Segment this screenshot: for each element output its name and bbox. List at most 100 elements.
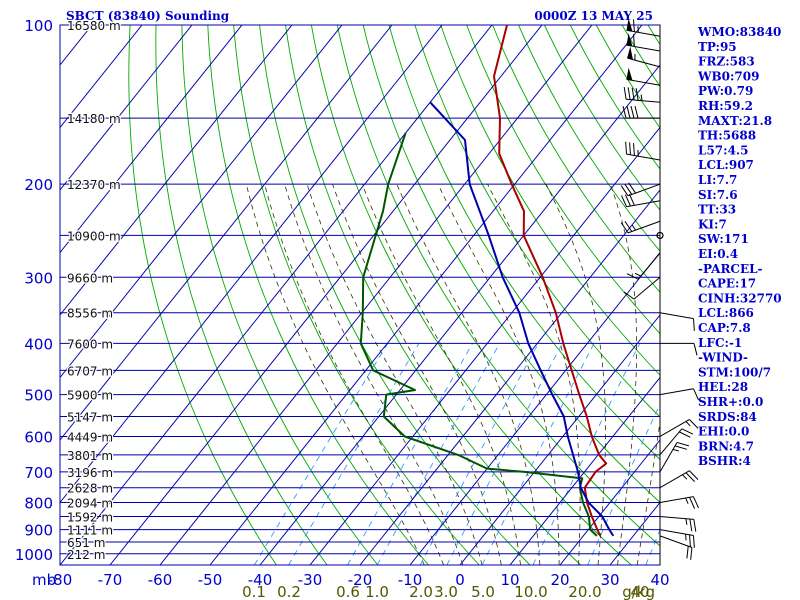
- wind-barb-staff: [627, 57, 661, 68]
- moist-adiabat-line: [636, 418, 660, 565]
- wind-barb-flag: [633, 19, 635, 32]
- temperature-tick-label: -10: [398, 571, 423, 589]
- index-line: WMO:83840: [697, 25, 781, 39]
- wind-barb-staff: [659, 428, 683, 456]
- wind-barb-half-flag: [685, 421, 691, 427]
- pressure-tick-label: 200: [24, 176, 53, 194]
- wind-barb-staff: [626, 153, 661, 161]
- height-label: 12370 m: [67, 178, 121, 192]
- temperature-tick-label: -30: [298, 571, 323, 589]
- temperature-tick-label: -20: [348, 571, 373, 589]
- height-label: 6707 m: [67, 364, 113, 378]
- height-label: 1592 m: [67, 510, 113, 524]
- moist-adiabat-line: [396, 184, 541, 565]
- index-line: EI:0.4: [698, 247, 738, 261]
- mixing-ratio-label: 5.0: [471, 583, 495, 600]
- indices-panel: WMO:83840TP:95FRZ:583WB0:709PW:0.79RH:59…: [697, 25, 782, 468]
- wind-barb-flag: [633, 34, 635, 47]
- mixing-ratio-label: 20.0: [568, 583, 601, 600]
- dry-adiabat-line: [362, 25, 660, 503]
- dry-adiabat-line: [233, 25, 480, 565]
- wind-barbs: [620, 18, 699, 565]
- mixing-ratio-label: 3.0: [434, 583, 458, 600]
- wind-barb-flag: [626, 105, 631, 119]
- temperature-tick-label: -60: [148, 571, 173, 589]
- isotherm-line: [0, 25, 42, 565]
- index-line: BRN:4.7: [698, 439, 754, 453]
- wind-barb-pennant: [627, 46, 633, 60]
- parcel-line: [429, 101, 615, 537]
- index-line: CAP:7.8: [698, 321, 751, 335]
- wind-barb-flag: [631, 87, 635, 101]
- wind-barb-half-flag: [685, 497, 689, 504]
- mixing-ratio-line: [347, 343, 473, 565]
- wind-barb-pennant: [626, 18, 633, 32]
- wind-barb-flag: [689, 419, 699, 429]
- chart-datetime: 0000Z 13 MAY 25: [534, 9, 653, 23]
- index-line: L57:4.5: [698, 143, 748, 157]
- wind-barb-staff: [626, 78, 661, 86]
- index-line: LI:7.7: [698, 173, 737, 187]
- dry-adiabat-line: [569, 25, 660, 170]
- index-line: MAXT:21.8: [698, 114, 772, 128]
- wind-barb-flag: [685, 472, 695, 482]
- wind-barb-flag: [622, 105, 627, 119]
- moist-adiabat-line: [264, 184, 444, 565]
- moist-adiabats: [245, 184, 660, 565]
- index-line: TT:33: [698, 203, 736, 217]
- temperature-tick-label: 0: [455, 571, 465, 589]
- moist-adiabat-line: [487, 184, 581, 565]
- dry-adiabat-line: [414, 25, 660, 418]
- isotherm-line: [209, 25, 643, 565]
- dry-adiabat-line: [388, 25, 660, 461]
- plot-frame: [59, 24, 661, 566]
- wind-barb-staff: [659, 388, 694, 396]
- index-line: SRDS:84: [698, 410, 757, 424]
- wind-barb-flag: [623, 87, 627, 100]
- index-line: CAPE:17: [698, 277, 756, 291]
- wind-barb-flag: [630, 105, 635, 119]
- wind-barb-staff: [659, 515, 694, 520]
- mixing-ratio-label: 0.2: [277, 583, 301, 600]
- height-label: 4449 m: [67, 430, 113, 444]
- pressure-tick-label: 400: [24, 335, 53, 353]
- wind-barb-staff: [627, 183, 661, 197]
- pressure-tick-label: 300: [24, 269, 53, 287]
- mixing-ratio-line: [376, 343, 500, 565]
- isotherm-line: [259, 64, 660, 565]
- wind-barb-staff: [633, 276, 661, 300]
- mixing-ratio-label: g/kg: [622, 583, 655, 600]
- dry-adiabat-line: [336, 25, 660, 547]
- wind-barb-flag: [693, 343, 698, 356]
- chart-title: SBCT (83840) Sounding: [66, 9, 230, 23]
- isotherm-line: [359, 189, 660, 565]
- mixing-ratio-line: [419, 343, 539, 565]
- wind-barb-staff: [659, 312, 694, 320]
- isotherm-line: [159, 25, 593, 565]
- isotherm-line: [559, 439, 660, 565]
- isotherm-line: [60, 25, 493, 565]
- isobars: [60, 24, 660, 555]
- index-line: SW:171: [698, 232, 749, 246]
- wind-barb-flag: [689, 534, 691, 548]
- height-label: 212 m: [67, 548, 105, 562]
- mixing-ratio-label: 0.6: [336, 583, 360, 600]
- height-label: 651 m: [67, 536, 105, 550]
- index-line: WB0:709: [697, 69, 759, 83]
- dry-adiabat-line: [128, 25, 277, 565]
- height-label: 5147 m: [67, 411, 113, 425]
- wind-barb-flag: [693, 519, 697, 532]
- mixing-ratio-line: [587, 402, 660, 565]
- wind-barb-flag: [628, 182, 636, 194]
- wind-barb-flag: [693, 388, 699, 401]
- index-line: LFC:-1: [698, 336, 742, 350]
- temperature-line: [493, 25, 608, 537]
- moist-adiabat-line: [245, 184, 425, 565]
- mixing-ratio-label: 10.0: [514, 583, 547, 600]
- isotherm-line: [60, 25, 443, 504]
- index-line: -WIND-: [698, 351, 748, 365]
- isotherm-line: [109, 25, 543, 565]
- wind-barb-staff: [659, 442, 678, 473]
- wind-barb-staff: [626, 200, 661, 208]
- isotherm-line: [60, 25, 393, 441]
